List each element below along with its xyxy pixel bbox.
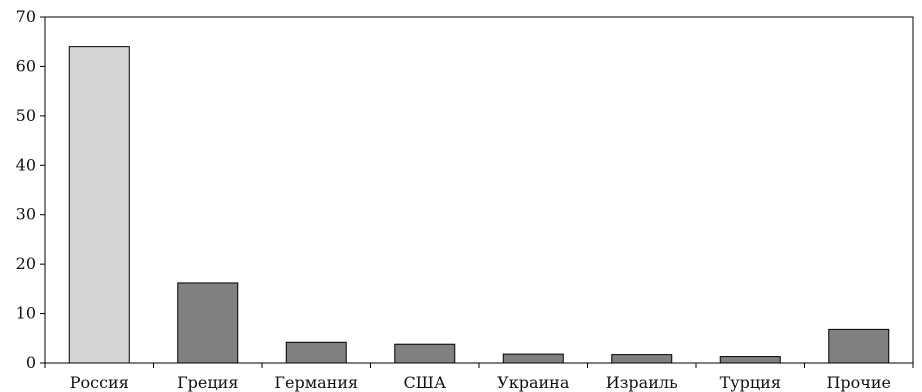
bar-4 (502, 353, 564, 364)
y-tick-label: 60 (16, 56, 36, 75)
x-category-label: Россия (70, 373, 129, 392)
y-tick-label: 30 (16, 205, 36, 224)
bar-7 (828, 328, 890, 364)
x-category-label: Прочие (826, 373, 891, 392)
y-tick-label: 10 (16, 304, 36, 323)
x-category-label: Украина (497, 373, 570, 392)
bar-5 (611, 354, 673, 364)
plot-frame (44, 16, 914, 364)
y-tick-label: 50 (16, 106, 36, 125)
x-axis: Россия Греция Германия США Украина Израиль Тур… (44, 363, 914, 392)
x-category-label: Израиль (606, 373, 678, 392)
x-category-label: Греция (177, 373, 238, 392)
x-category-label: Германия (274, 373, 358, 392)
bars (68, 46, 890, 364)
plot-border (44, 16, 914, 364)
x-category-label: США (403, 373, 446, 392)
bar-2 (285, 341, 347, 364)
y-axis: 0 10 20 30 40 50 60 70 (16, 7, 45, 372)
bar-1 (177, 282, 239, 364)
y-tick-label: 0 (26, 353, 36, 372)
y-tick-label: 70 (16, 7, 36, 26)
y-tick-label: 20 (16, 254, 36, 273)
x-category-label: Турция (720, 373, 781, 392)
bar-6 (719, 356, 781, 364)
bar-0 (68, 46, 130, 364)
y-tick-label: 40 (16, 155, 36, 174)
bar-3 (394, 343, 456, 364)
